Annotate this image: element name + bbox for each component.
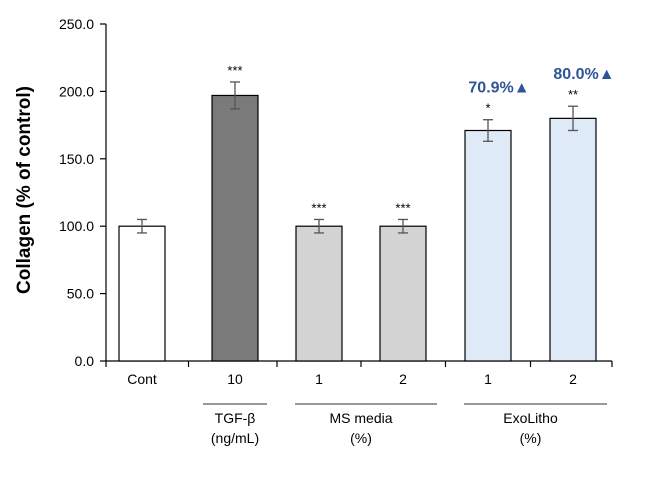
significance-4: * [485,101,490,116]
significance-3: *** [395,200,410,215]
bar-2 [295,225,343,362]
group-label-0: TGF-β [215,410,256,426]
x-tick-label-5: 2 [569,371,577,387]
group-unit-2: (%) [520,430,542,446]
bar-1 [211,94,259,362]
x-tick-label-1: 10 [227,371,243,387]
group-labels: TGF-β (ng/mL) MS media (%) ExoLitho (%) [203,403,607,446]
group-label-2: ExoLitho [503,410,558,426]
x-tick-labels: Cont 10 1 2 1 2 [127,371,577,387]
x-tick-label-4: 1 [484,371,492,387]
group-unit-1: (%) [350,430,372,446]
y-tick-label: 50.0 [67,286,94,302]
significance-2: *** [311,200,326,215]
x-tick-label-2: 1 [315,371,323,387]
bar-5 [549,117,597,362]
y-tick-label: 150.0 [59,151,94,167]
increase-label-0: 70.9%▲ [468,80,529,97]
bar-3 [379,225,427,362]
significance-1: *** [227,63,242,78]
x-tick-label-3: 2 [399,371,407,387]
bar-4 [464,129,512,362]
x-tick-label-0: Cont [127,371,157,387]
y-tick-label: 200.0 [59,83,94,99]
y-tick-label: 0.0 [75,353,95,369]
bars [118,81,597,362]
y-tick-label: 250.0 [59,16,94,32]
increase-label-1: 80.0%▲ [553,66,614,83]
y-tick-label: 100.0 [59,218,94,234]
group-unit-0: (ng/mL) [211,430,259,446]
axes: 0.0 50.0 100.0 150.0 200.0 250.0 [59,16,613,369]
group-label-1: MS media [329,410,392,426]
y-axis-label: Collagen (% of control) [14,86,35,294]
significance-5: ** [568,87,578,102]
bar-0 [118,225,166,362]
annotations: ****** ******70.9%▲80.0%▲ [227,63,614,215]
